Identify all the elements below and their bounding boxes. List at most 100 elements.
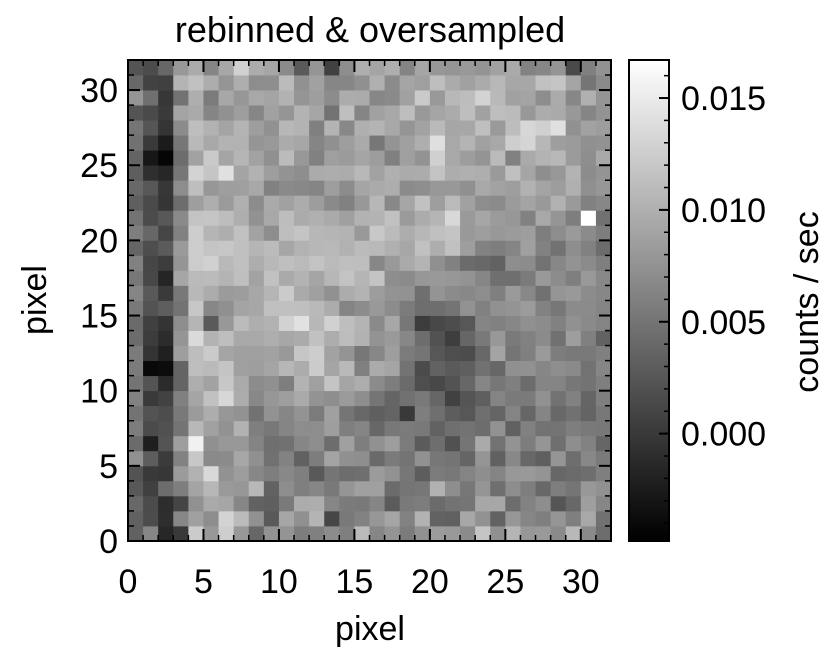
heatmap-cell [188,330,204,346]
heatmap-cell [444,285,461,301]
y-tick-label: 25 [80,147,118,185]
heatmap-cell [324,390,340,407]
heatmap-cell [218,285,235,301]
heatmap-cell [278,270,295,286]
heatmap-cell [490,270,506,286]
heatmap-cell [505,450,521,467]
heatmap-cell [218,135,235,151]
heatmap-cell [505,315,521,331]
heatmap-cell [580,345,597,362]
heatmap-cell [263,375,280,392]
heatmap-cell [414,375,431,392]
heatmap-cell [490,435,506,452]
heatmap-cell [505,345,521,362]
heatmap-cell [188,465,204,482]
chart-title: rebinned & oversampled [175,9,565,50]
heatmap-cell [294,435,310,452]
heatmap-cell [324,465,340,482]
heatmap-cell [369,375,385,392]
heatmap-cell [550,225,567,241]
heatmap-cell [460,285,476,301]
heatmap-cell [354,210,370,226]
heatmap-cell [520,300,536,316]
heatmap-cell [278,405,295,422]
heatmap-cell [565,60,582,76]
heatmap-cell [354,165,370,181]
heatmap-cell [173,285,189,301]
heatmap-cell [444,300,461,316]
heatmap-cell [429,480,446,497]
heatmap-cell [505,90,521,106]
heatmap-cell [475,210,491,226]
heatmap-cell [354,60,370,76]
heatmap-cell [339,90,355,106]
heatmap-cell [203,330,219,346]
heatmap-cell [309,420,325,437]
heatmap-cell [143,360,159,377]
heatmap-cell [188,165,204,181]
heatmap-cell [520,90,536,106]
heatmap-cell [475,255,491,271]
heatmap-cell [294,345,310,362]
heatmap-cell [384,285,401,301]
heatmap-cell [505,495,521,512]
heatmap-cell [535,225,552,241]
heatmap-cell [565,195,582,211]
heatmap-cell [580,105,597,121]
heatmap-cell [324,450,340,467]
colorbar-ticks: 0.000 0.005 0.010 0.015 [659,74,766,524]
heatmap-cell [218,240,235,256]
heatmap-cell [339,240,355,256]
heatmap-cell [475,195,491,211]
heatmap-cell [384,375,401,392]
heatmap-cell [173,90,189,106]
heatmap-cell [203,465,219,482]
heatmap-cell [384,180,401,196]
heatmap-cell [565,120,582,136]
heatmap-cell [429,435,446,452]
heatmap-cell [520,375,536,392]
heatmap-cell [580,75,597,91]
heatmap-cell [203,450,219,467]
heatmap-cell [278,210,295,226]
heatmap-cell [399,240,416,256]
heatmap-cell [460,255,476,271]
heatmap-cell [369,210,385,226]
heatmap-cell [505,360,521,377]
heatmap-cell [414,510,431,527]
heatmap-cell [565,105,582,121]
heatmap-cell [444,495,461,512]
heatmap-cell [460,390,476,407]
heatmap-cell [460,90,476,106]
heatmap-cell [580,390,597,407]
heatmap-cell [324,405,340,422]
heatmap-cell [520,225,536,241]
heatmap-cell [128,60,144,76]
heatmap-cell [490,75,506,91]
y-tick-label: 15 [80,298,118,336]
heatmap-cell [505,375,521,392]
heatmap-cell [595,360,612,377]
heatmap-cell [444,390,461,407]
heatmap-cell [384,315,401,331]
heatmap-cell [128,105,144,121]
heatmap-cell [429,90,446,106]
heatmap-cell [173,150,189,166]
heatmap-cell [565,525,582,542]
heatmap-cell [188,435,204,452]
heatmap-cell [460,300,476,316]
heatmap-cell [535,270,552,286]
heatmap-cell [520,210,536,226]
heatmap-cell [595,210,612,226]
heatmap-cell [595,435,612,452]
heatmap-cell [309,300,325,316]
heatmap-cell [158,225,174,241]
heatmap-cell [460,465,476,482]
heatmap-cell [278,510,295,527]
heatmap-cell [218,510,235,527]
heatmap-cell [188,495,204,512]
heatmap-cell [490,315,506,331]
heatmap-cell [595,270,612,286]
heatmap-cell [143,345,159,362]
heatmap-cell [309,195,325,211]
